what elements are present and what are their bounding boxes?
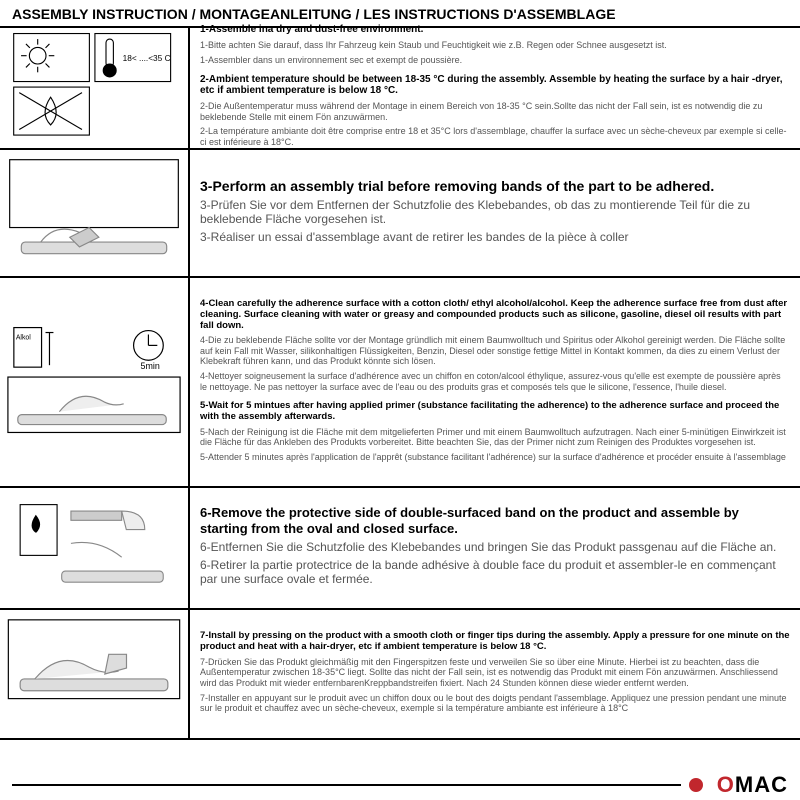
step-translation: 2-La température ambiante doit être comp… — [200, 126, 790, 147]
page: ASSEMBLY INSTRUCTION / MONTAGEANLEITUNG … — [0, 0, 800, 800]
brand-dot-icon — [689, 778, 703, 792]
illustration-trial-icon — [0, 150, 190, 276]
step-translation: 5-Attender 5 minutes après l'application… — [200, 452, 790, 463]
step-heading: 3-Perform an assembly trial before remov… — [200, 178, 790, 195]
step-heading: 4-Clean carefully the adherence surface … — [200, 298, 790, 332]
svg-text:5min: 5min — [141, 361, 160, 371]
instruction-text: 4-Clean carefully the adherence surface … — [190, 278, 800, 486]
step-translation: 5-Nach der Reinigung ist die Fläche mit … — [200, 427, 790, 448]
step-heading: 2-Ambient temperature should be between … — [200, 74, 790, 98]
step-translation: 4-Die zu beklebende Fläche sollte vor de… — [200, 335, 790, 367]
step-heading: 7-Install by pressing on the product wit… — [200, 630, 790, 652]
footer-line — [12, 784, 681, 786]
step-translation: 6-Entfernen Sie die Schutzfolie des Kleb… — [200, 540, 790, 554]
step-translation: 3-Prüfen Sie vor dem Entfernen der Schut… — [200, 198, 790, 226]
step-translation: 2-Die Außentemperatur muss während der M… — [200, 101, 790, 122]
step-translation: 7-Drücken Sie das Produkt gleichmäßig mi… — [200, 657, 790, 689]
step-heading: 5-Wait for 5 mintues after having applie… — [200, 400, 790, 422]
illustration-clean-icon: Alkol 5min — [0, 278, 190, 486]
instruction-text: 3-Perform an assembly trial before remov… — [190, 150, 800, 276]
footer: OMAC — [0, 768, 800, 800]
instruction-text: 7-Install by pressing on the product wit… — [190, 610, 800, 738]
instruction-rows: 18< ....<35 C 1-Assemble ina dry and dust… — [0, 28, 800, 768]
step-heading: 1-Assemble ina dry and dust-free environ… — [200, 24, 790, 36]
svg-text:18< ....<35 C: 18< ....<35 C — [123, 53, 171, 63]
instruction-text: 1-Assemble ina dry and dust-free environ… — [190, 28, 800, 148]
svg-text:Alkol: Alkol — [16, 334, 31, 341]
instruction-text: 6-Remove the protective side of double-s… — [190, 488, 800, 608]
instruction-row: Alkol 5min 4-Clean carefully the adherence… — [0, 278, 800, 488]
step-heading: 6-Remove the protective side of double-s… — [200, 505, 790, 536]
step-translation: 1-Bitte achten Sie darauf, dass Ihr Fahr… — [200, 40, 790, 51]
step-translation: 1-Assembler dans un environnement sec et… — [200, 55, 790, 66]
step-translation: 3-Réaliser un essai d'assemblage avant d… — [200, 230, 790, 244]
instruction-row: 18< ....<35 C 1-Assemble ina dry and dust… — [0, 28, 800, 150]
brand-logo: OMAC — [717, 772, 788, 798]
instruction-row: 3-Perform an assembly trial before remov… — [0, 150, 800, 278]
step-translation: 6-Retirer la partie protectrice de la ba… — [200, 558, 790, 586]
instruction-row: 6-Remove the protective side of double-s… — [0, 488, 800, 610]
step-translation: 4-Nettoyer soigneusement la surface d'ad… — [200, 371, 790, 392]
illustration-env-icon: 18< ....<35 C — [0, 28, 190, 148]
step-translation: 7-Installer en appuyant sur le produit a… — [200, 693, 790, 714]
illustration-press-icon — [0, 610, 190, 738]
instruction-row: 7-Install by pressing on the product wit… — [0, 610, 800, 740]
illustration-peel-icon — [0, 488, 190, 608]
